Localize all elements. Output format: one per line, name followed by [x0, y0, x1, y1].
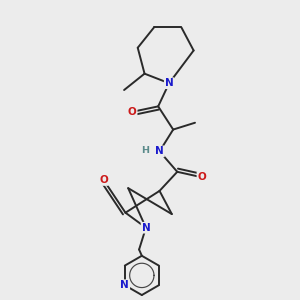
Text: O: O — [99, 175, 108, 185]
Text: N: N — [142, 223, 150, 233]
Text: N: N — [120, 280, 129, 290]
Text: H: H — [141, 146, 149, 155]
Text: N: N — [165, 78, 173, 88]
Text: O: O — [128, 107, 137, 117]
Text: N: N — [155, 146, 164, 156]
Text: O: O — [197, 172, 206, 182]
